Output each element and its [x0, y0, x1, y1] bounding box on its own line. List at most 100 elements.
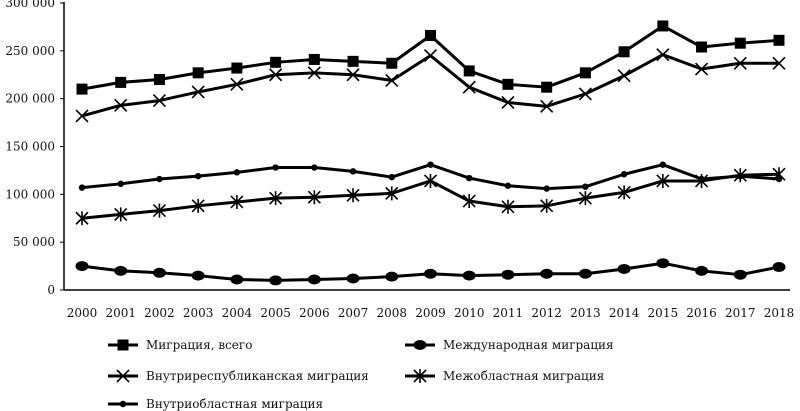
data-point	[696, 41, 708, 53]
series-group	[75, 20, 786, 286]
legend-item: Внутриобластная миграция	[108, 397, 323, 411]
series-1	[75, 258, 786, 286]
data-point	[385, 271, 399, 282]
data-point	[117, 180, 124, 188]
data-point	[423, 173, 438, 188]
x-tick-label: 2009	[415, 306, 446, 320]
data-point	[656, 173, 670, 188]
data-point	[540, 268, 554, 279]
data-point	[192, 67, 204, 79]
x-tick-label: 2014	[609, 306, 640, 320]
data-point	[618, 46, 630, 58]
data-point	[424, 268, 437, 279]
data-point	[501, 269, 515, 280]
data-point	[272, 164, 279, 171]
data-point	[541, 81, 553, 93]
x-tick-label: 2004	[222, 306, 253, 320]
y-tick-labels: 0 50 000 100 000 150 000 200 000 250 000 300 0…	[5, 0, 64, 297]
data-point	[307, 274, 321, 285]
data-point	[270, 56, 282, 68]
legend-item: Международная миграция	[405, 338, 614, 352]
data-point	[501, 199, 515, 214]
data-point	[231, 62, 243, 74]
data-point	[582, 183, 589, 190]
x-tick-label: 2001	[105, 306, 136, 320]
data-point	[617, 69, 631, 83]
data-point	[75, 109, 89, 123]
x-tick-label: 2013	[570, 306, 601, 320]
data-point	[152, 94, 167, 108]
data-point	[233, 169, 241, 176]
data-point	[773, 34, 785, 46]
data-point	[388, 173, 395, 181]
data-point	[191, 85, 205, 99]
data-point	[269, 191, 283, 206]
data-point	[462, 270, 476, 281]
x-tick-label: 2008	[377, 306, 408, 320]
data-point	[114, 265, 128, 276]
x-tick-label: 2002	[144, 306, 175, 320]
data-point	[462, 194, 476, 209]
data-point	[385, 186, 399, 201]
x-tick-label: 2017	[725, 306, 756, 320]
data-point	[463, 65, 475, 77]
legend-marker	[119, 400, 127, 408]
y-tick-label: 150 000	[5, 140, 55, 154]
data-point	[462, 80, 476, 94]
data-point	[191, 270, 205, 281]
data-point	[349, 168, 357, 175]
data-point	[737, 172, 744, 180]
data-point	[311, 164, 318, 171]
data-point	[656, 258, 670, 269]
legend-label: Межобластная миграция	[443, 369, 604, 383]
data-point	[772, 262, 786, 273]
data-point	[307, 190, 321, 205]
x-tick-label: 2005	[260, 306, 291, 320]
data-point	[695, 265, 709, 276]
data-point	[617, 185, 631, 200]
legend-marker	[413, 340, 427, 350]
y-tick-label: 0	[47, 283, 55, 297]
data-point	[694, 62, 709, 76]
data-point	[152, 203, 167, 218]
x-tick-label: 2007	[338, 306, 369, 320]
data-point	[772, 56, 786, 70]
data-point	[230, 77, 244, 91]
data-point	[425, 30, 436, 42]
data-point	[620, 171, 628, 178]
y-tick-label: 300 000	[5, 0, 55, 10]
series-4	[78, 161, 783, 192]
data-point	[346, 273, 360, 284]
data-point	[543, 185, 550, 192]
data-point	[540, 198, 554, 213]
x-tick-label: 2015	[648, 306, 679, 320]
legend-item: Внутриреспубликанская миграция	[108, 369, 369, 383]
data-point	[346, 188, 360, 203]
data-point	[269, 68, 283, 82]
data-point	[578, 191, 592, 206]
data-point	[578, 87, 592, 101]
x-tick-label: 2011	[493, 306, 524, 320]
x-tick-label: 2003	[183, 306, 214, 320]
data-point	[75, 261, 89, 272]
x-tick-label: 2010	[454, 306, 485, 320]
x-tick-labels: 2000 2001 2002 2003 2004 2005 2006 2007 2008 2009…	[67, 306, 795, 320]
legend-label: Внутриобластная миграция	[146, 397, 323, 411]
data-point	[152, 267, 166, 278]
y-tick-label: 250 000	[5, 44, 55, 58]
data-point	[733, 269, 747, 280]
legend-label: Внутриреспубликанская миграция	[146, 369, 369, 383]
data-point	[78, 184, 86, 191]
data-point	[114, 207, 128, 222]
legend-label: Миграция, всего	[146, 338, 252, 352]
data-point	[659, 161, 667, 168]
data-point	[269, 275, 283, 286]
data-point	[775, 175, 783, 183]
data-point	[347, 55, 359, 67]
data-point	[734, 37, 746, 49]
data-point	[115, 76, 127, 88]
data-point	[540, 99, 554, 113]
data-point	[657, 20, 669, 32]
data-point	[308, 53, 320, 65]
